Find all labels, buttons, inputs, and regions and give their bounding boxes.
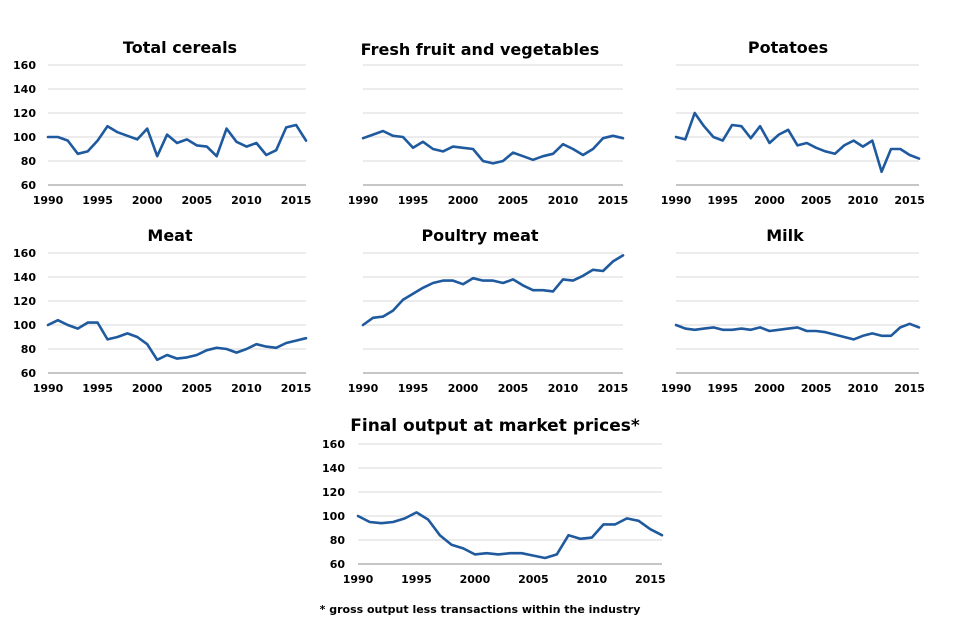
x-tick-label: 2010 <box>848 194 879 207</box>
chart-title: Poultry meat <box>421 226 539 245</box>
line-chart: 1990 1995 2000 2005 2010 2015 <box>661 252 925 395</box>
line-chart: 1990 1995 2000 2005 2010 2015 <box>348 64 629 207</box>
x-tick-label: 2005 <box>182 194 213 207</box>
line-chart: 60 80 100 120 140 160 1990 1995 2000 2005 2010 2015 <box>322 438 666 586</box>
y-tick-label: 60 <box>21 367 37 380</box>
x-tick-label: 2000 <box>132 194 163 207</box>
series-line <box>356 511 664 560</box>
x-tick-label: 2005 <box>801 194 832 207</box>
y-tick-label: 120 <box>13 107 36 120</box>
y-tick-label: 160 <box>13 247 36 260</box>
chart-panel-meat: Meat 60 80 100 120 140 160 1990 1995 2000 2005 201… <box>0 226 320 406</box>
y-tick-label: 100 <box>13 319 36 332</box>
x-tick-label: 2000 <box>448 382 479 395</box>
y-tick-label: 140 <box>13 83 36 96</box>
x-tick-label: 2000 <box>132 382 163 395</box>
chart-panel-potatoes: Potatoes 1990 1995 2000 2005 2010 2015 <box>640 38 960 218</box>
x-tick-label: 1995 <box>707 194 738 207</box>
x-tick-label: 2015 <box>635 573 666 586</box>
y-tick-label: 120 <box>322 486 345 499</box>
y-tick-label: 60 <box>21 179 37 192</box>
y-tick-label: 100 <box>322 510 345 523</box>
y-tick-label: 160 <box>13 59 36 72</box>
x-tick-label: 1990 <box>348 194 379 207</box>
y-tick-label: 80 <box>330 534 346 547</box>
chart-panel-final-output: Final output at market prices* 60 80 100 12… <box>300 412 680 594</box>
x-tick-label: 2000 <box>754 382 785 395</box>
x-tick-label: 2010 <box>848 382 879 395</box>
y-tick-label: 140 <box>322 462 345 475</box>
x-tick-label: 1990 <box>33 382 64 395</box>
x-tick-label: 2000 <box>448 194 479 207</box>
x-tick-label: 2010 <box>577 573 608 586</box>
chart-title: Final output at market prices* <box>350 416 640 436</box>
chart-title: Fresh fruit and vegetables <box>360 40 600 59</box>
series-line <box>361 129 625 165</box>
y-tick-label: 80 <box>21 155 37 168</box>
line-chart: 60 80 100 120 140 160 1990 1995 2000 2005 2010 2015 <box>13 59 312 207</box>
x-tick-label: 2015 <box>894 382 925 395</box>
chart-panel-poultry-meat: Poultry meat 1990 1995 2000 2005 2010 2015 <box>320 226 640 406</box>
chart-title: Potatoes <box>747 38 829 57</box>
x-tick-label: 1990 <box>661 382 692 395</box>
line-chart: 1990 1995 2000 2005 2010 2015 <box>661 64 925 207</box>
series-line <box>674 111 921 174</box>
chart-title: Milk <box>766 226 804 245</box>
x-tick-label: 1990 <box>33 194 64 207</box>
chart-panel-milk: Milk 1990 1995 2000 2005 2010 2015 <box>640 226 960 406</box>
x-tick-label: 2015 <box>894 194 925 207</box>
x-tick-label: 2010 <box>548 382 579 395</box>
x-tick-label: 2000 <box>754 194 785 207</box>
x-tick-label: 2015 <box>598 382 629 395</box>
y-tick-label: 160 <box>322 438 345 451</box>
y-tick-label: 140 <box>13 271 36 284</box>
series-line <box>46 123 308 158</box>
x-tick-label: 2010 <box>548 194 579 207</box>
series-line <box>46 318 308 362</box>
footnote: * gross output less transactions within … <box>319 603 641 616</box>
line-chart: 1990 1995 2000 2005 2010 2015 <box>348 252 629 395</box>
chart-panel-total-cereals: Total cereals 60 80 100 120 140 160 1990 1995 20… <box>0 38 320 218</box>
x-tick-label: 1990 <box>343 573 374 586</box>
chart-title: Meat <box>147 226 193 245</box>
x-tick-label: 1995 <box>398 194 429 207</box>
x-tick-label: 1995 <box>401 573 432 586</box>
y-tick-label: 100 <box>13 131 36 144</box>
x-tick-label: 2000 <box>460 573 491 586</box>
x-tick-label: 2005 <box>498 382 529 395</box>
x-tick-label: 2010 <box>231 194 262 207</box>
y-tick-label: 120 <box>13 295 36 308</box>
line-chart: 60 80 100 120 140 160 1990 1995 2000 2005 2010 2015 <box>13 247 312 395</box>
y-tick-label: 80 <box>21 343 37 356</box>
x-tick-label: 2015 <box>281 194 312 207</box>
series-line <box>361 254 625 327</box>
series-line <box>674 322 921 341</box>
x-tick-label: 2010 <box>231 382 262 395</box>
x-tick-label: 1995 <box>82 382 113 395</box>
chart-panel-fresh-fruit-and-vegetables: Fresh fruit and vegetables 1990 1995 2000 2… <box>320 38 640 218</box>
y-tick-label: 60 <box>330 558 346 571</box>
x-tick-label: 2005 <box>182 382 213 395</box>
x-tick-label: 2005 <box>518 573 549 586</box>
x-tick-label: 1995 <box>82 194 113 207</box>
x-tick-label: 1995 <box>398 382 429 395</box>
chart-title: Total cereals <box>122 38 238 57</box>
x-tick-label: 1990 <box>661 194 692 207</box>
x-tick-label: 1995 <box>707 382 738 395</box>
x-tick-label: 1990 <box>348 382 379 395</box>
x-tick-label: 2015 <box>281 382 312 395</box>
x-tick-label: 2005 <box>498 194 529 207</box>
x-tick-label: 2005 <box>801 382 832 395</box>
x-tick-label: 2015 <box>598 194 629 207</box>
